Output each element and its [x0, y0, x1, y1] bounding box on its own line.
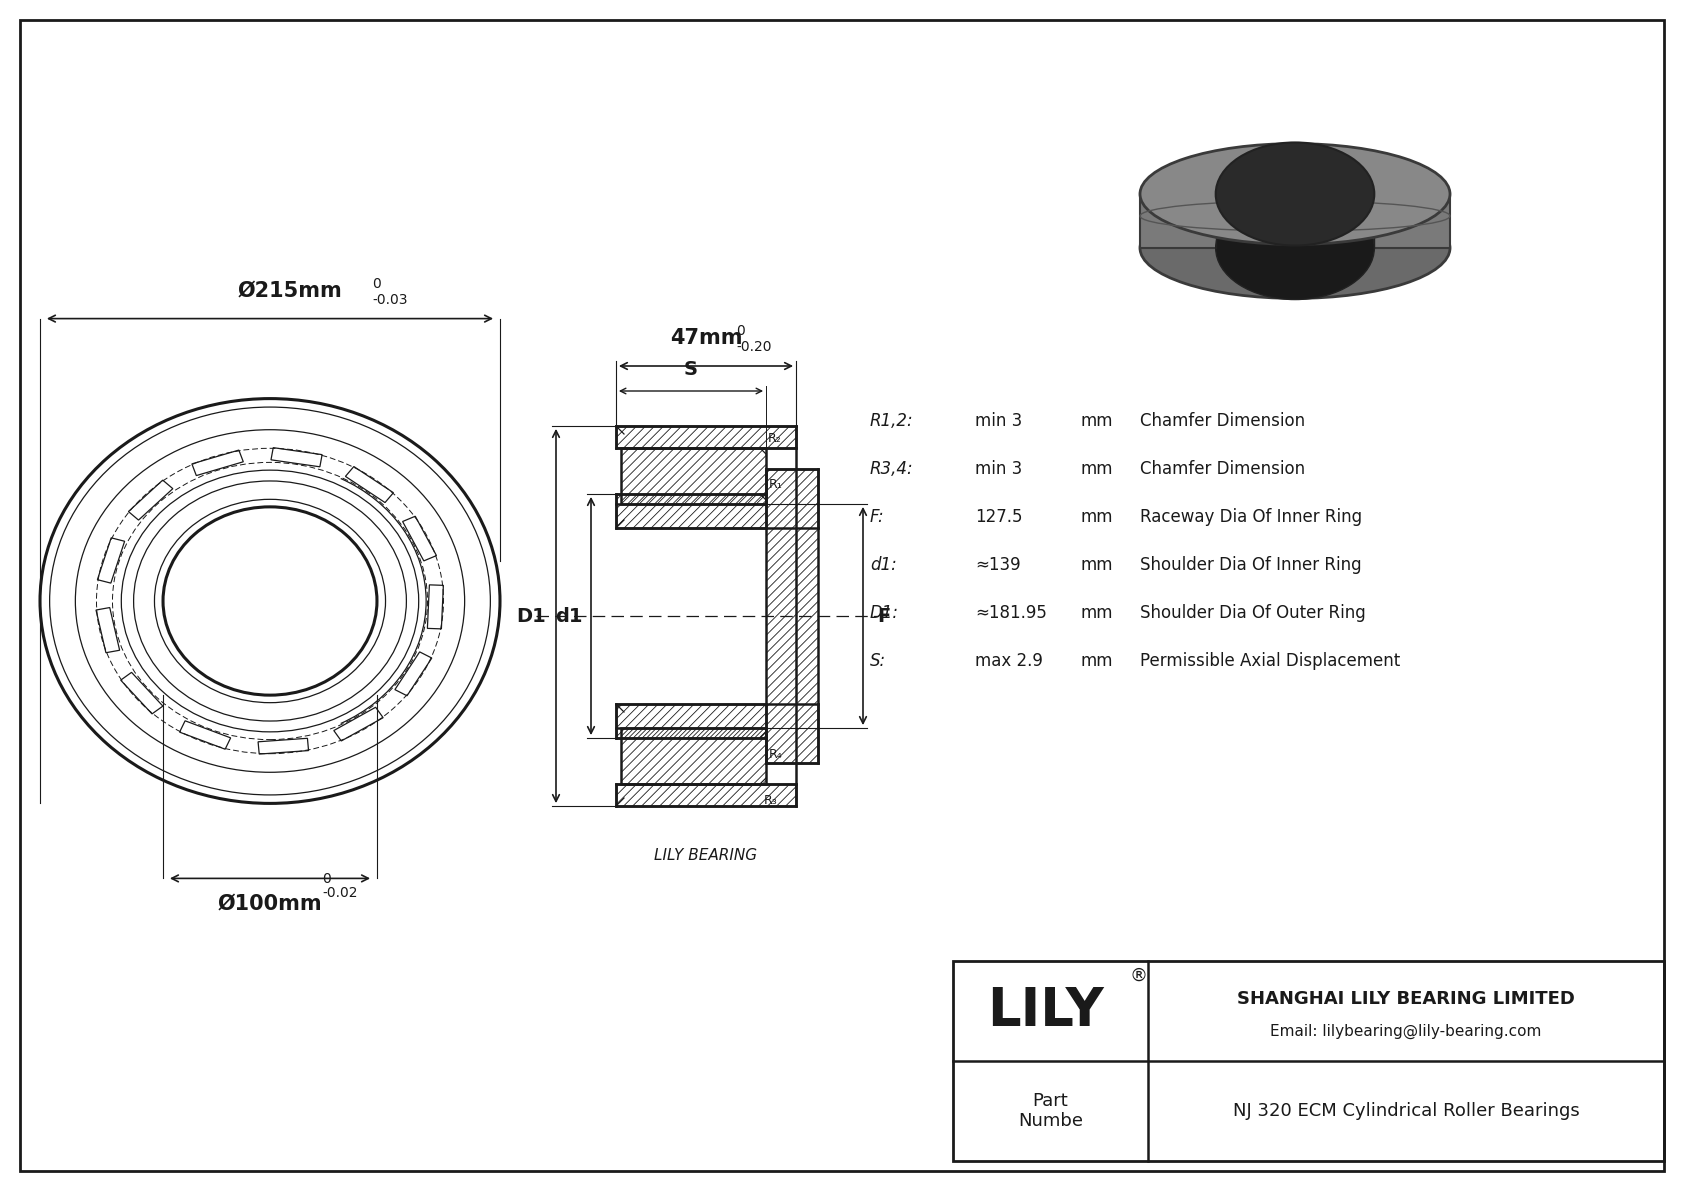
Text: Email: lilybearing@lily-bearing.com: Email: lilybearing@lily-bearing.com — [1270, 1023, 1541, 1039]
Text: mm: mm — [1079, 556, 1113, 574]
Text: R₃: R₃ — [765, 794, 778, 807]
Text: mm: mm — [1079, 604, 1113, 622]
Text: R₂: R₂ — [768, 432, 781, 445]
Text: F:: F: — [871, 509, 884, 526]
Text: Shoulder Dia Of Inner Ring: Shoulder Dia Of Inner Ring — [1140, 556, 1362, 574]
Ellipse shape — [1140, 144, 1450, 244]
Text: S: S — [684, 360, 697, 379]
Text: ≈181.95: ≈181.95 — [975, 604, 1047, 622]
Text: Chamfer Dimension: Chamfer Dimension — [1140, 460, 1305, 478]
Text: D1:: D1: — [871, 604, 899, 622]
Text: Permissible Axial Displacement: Permissible Axial Displacement — [1140, 651, 1401, 671]
Text: 0: 0 — [322, 872, 330, 886]
Text: R1,2:: R1,2: — [871, 412, 914, 430]
Text: SHANGHAI LILY BEARING LIMITED: SHANGHAI LILY BEARING LIMITED — [1238, 990, 1575, 1008]
Polygon shape — [1140, 194, 1450, 248]
Text: R3,4:: R3,4: — [871, 460, 914, 478]
Text: ≈139: ≈139 — [975, 556, 1021, 574]
Text: LILY: LILY — [987, 985, 1105, 1037]
Text: mm: mm — [1079, 509, 1113, 526]
Text: min 3: min 3 — [975, 412, 1022, 430]
Text: Shoulder Dia Of Outer Ring: Shoulder Dia Of Outer Ring — [1140, 604, 1366, 622]
Text: Chamfer Dimension: Chamfer Dimension — [1140, 412, 1305, 430]
Text: R₄: R₄ — [770, 748, 783, 761]
Text: mm: mm — [1079, 651, 1113, 671]
Text: LILY BEARING: LILY BEARING — [655, 848, 758, 863]
Text: 0: 0 — [372, 276, 381, 291]
Text: Ø100mm: Ø100mm — [217, 893, 322, 913]
Text: 127.5: 127.5 — [975, 509, 1022, 526]
Text: D1: D1 — [517, 606, 546, 625]
Text: -0.20: -0.20 — [736, 339, 771, 354]
Bar — [953, 961, 1664, 1161]
Text: 47mm: 47mm — [670, 328, 743, 348]
Text: S:: S: — [871, 651, 886, 671]
Text: NJ 320 ECM Cylindrical Roller Bearings: NJ 320 ECM Cylindrical Roller Bearings — [1233, 1102, 1580, 1120]
Text: Raceway Dia Of Inner Ring: Raceway Dia Of Inner Ring — [1140, 509, 1362, 526]
Text: -0.02: -0.02 — [322, 886, 357, 900]
Ellipse shape — [1140, 198, 1450, 299]
Text: max 2.9: max 2.9 — [975, 651, 1042, 671]
Text: 0: 0 — [736, 324, 744, 338]
Text: -0.03: -0.03 — [372, 293, 408, 306]
Ellipse shape — [1216, 143, 1374, 245]
Text: mm: mm — [1079, 460, 1113, 478]
Text: d1: d1 — [556, 606, 583, 625]
Text: R₁: R₁ — [770, 478, 783, 491]
Text: ®: ® — [1128, 967, 1147, 985]
Text: d1:: d1: — [871, 556, 898, 574]
Text: mm: mm — [1079, 412, 1113, 430]
Text: F: F — [877, 606, 891, 625]
Ellipse shape — [1216, 197, 1374, 300]
Text: Ø215mm: Ø215mm — [237, 281, 342, 300]
Text: Part
Numbe: Part Numbe — [1019, 1092, 1083, 1130]
Text: min 3: min 3 — [975, 460, 1022, 478]
